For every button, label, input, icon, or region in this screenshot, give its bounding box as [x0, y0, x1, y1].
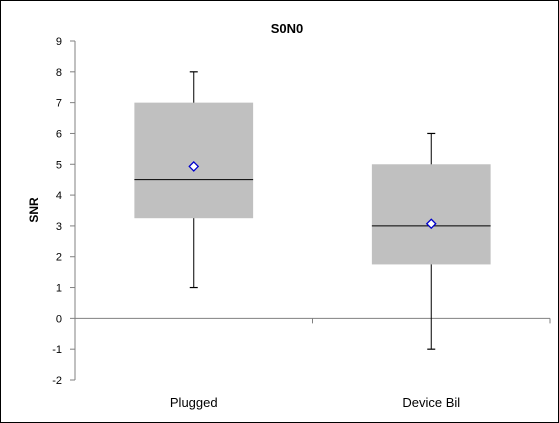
y-tick-label: 8 — [56, 67, 62, 79]
y-tick-label: 5 — [56, 159, 62, 171]
y-axis-label: SNR — [27, 197, 41, 223]
y-tick-label: 2 — [56, 252, 62, 264]
y-tick-label: 1 — [56, 283, 62, 295]
x-axis: Plugged Device Bil — [74, 317, 551, 410]
y-tick-label: 4 — [56, 190, 62, 202]
y-tick-label: 9 — [56, 36, 62, 48]
mean-marker — [425, 218, 437, 230]
interquartile-box — [134, 102, 254, 219]
chart-title: S0N0 — [271, 21, 304, 36]
x-category-label: Plugged — [170, 395, 218, 410]
box-plot — [134, 71, 254, 289]
x-category-label: Device Bil — [402, 395, 460, 410]
mean-marker — [188, 161, 200, 172]
y-tick-label: -1 — [52, 344, 62, 356]
box-plots — [134, 71, 491, 350]
interquartile-box — [371, 164, 491, 265]
y-tick-label: 3 — [56, 221, 62, 233]
y-tick-label: 0 — [56, 313, 62, 325]
y-axis: -2 -1 0 1 2 3 4 5 6 7 8 9 — [52, 36, 76, 387]
y-tick-label: -2 — [52, 375, 62, 387]
y-tick-label: 6 — [56, 128, 62, 140]
box-plot — [371, 132, 491, 350]
y-tick-label: 7 — [56, 98, 62, 110]
